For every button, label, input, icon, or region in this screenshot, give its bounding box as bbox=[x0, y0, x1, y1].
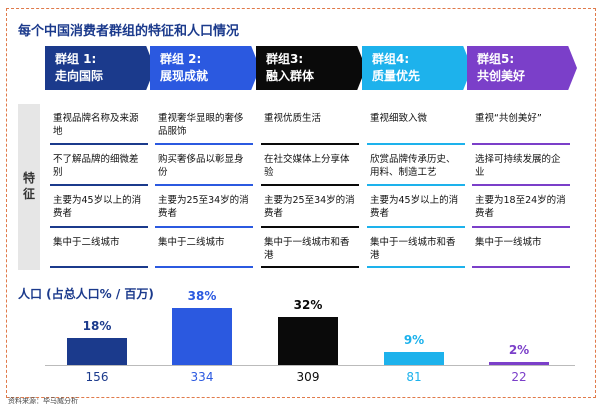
trait: 重视奢华显眼的奢侈品服饰 bbox=[158, 113, 244, 137]
chevron: 群组 1: 走向国际 bbox=[45, 46, 155, 90]
title: 每个中国消费者群组的特征和人口情况 bbox=[18, 24, 240, 39]
chevron: 群组3: 融入群体 bbox=[256, 46, 366, 90]
chart-title: 人口 (占总人口% / 百万) bbox=[18, 287, 154, 301]
side-label: 特征 bbox=[22, 171, 35, 201]
trait: 主要为45岁以上的消费者 bbox=[370, 195, 459, 219]
bar bbox=[67, 338, 127, 365]
trait-underline bbox=[261, 266, 359, 268]
population-label: 334 bbox=[190, 370, 214, 384]
source: 资料来源：毕马威分析 bbox=[8, 397, 78, 405]
trait-underline bbox=[472, 143, 570, 145]
trait: 集中于一线城市 bbox=[475, 237, 542, 248]
value-label: 18% bbox=[82, 319, 112, 333]
population-label: 156 bbox=[85, 370, 109, 384]
group-name: 群组 2: bbox=[160, 52, 202, 66]
trait-underline bbox=[367, 226, 465, 228]
trait: 集中于一线城市和香港 bbox=[264, 237, 350, 261]
bar bbox=[172, 308, 232, 365]
trait-underline bbox=[155, 143, 253, 145]
chevron: 群组5: 共创美好 bbox=[467, 46, 577, 90]
frame bbox=[6, 8, 596, 398]
trait-underline bbox=[261, 184, 359, 186]
trait: 重视“共创美好” bbox=[475, 113, 542, 124]
trait: 主要为45岁以上的消费者 bbox=[53, 195, 142, 219]
trait: 重视细致入微 bbox=[370, 113, 428, 124]
trait-underline bbox=[367, 143, 465, 145]
trait: 重视优质生活 bbox=[264, 113, 322, 124]
value-label: 2% bbox=[508, 343, 530, 357]
chevron: 群组4: 质量优先 bbox=[362, 46, 472, 90]
bar bbox=[278, 317, 338, 365]
population-label: 22 bbox=[511, 370, 527, 384]
value-label: 38% bbox=[187, 289, 217, 303]
trait: 集中于二线城市 bbox=[53, 237, 120, 248]
trait-underline bbox=[155, 226, 253, 228]
trait-underline bbox=[472, 184, 570, 186]
trait: 重视品牌名称及来源地 bbox=[53, 113, 139, 137]
trait-underline bbox=[50, 266, 148, 268]
group-theme: 共创美好 bbox=[477, 69, 526, 83]
group-theme: 融入群体 bbox=[266, 69, 315, 83]
trait-underline bbox=[261, 143, 359, 145]
baseline bbox=[45, 365, 575, 366]
trait: 购买奢侈品以彰显身份 bbox=[158, 154, 244, 178]
trait-underline bbox=[261, 226, 359, 228]
value-label: 32% bbox=[293, 298, 323, 312]
trait: 集中于一线城市和香港 bbox=[370, 237, 456, 261]
group-name: 群组4: bbox=[372, 52, 410, 66]
trait-underline bbox=[50, 143, 148, 145]
trait: 在社交媒体上分享体验 bbox=[264, 154, 350, 178]
trait-underline bbox=[472, 226, 570, 228]
trait: 集中于二线城市 bbox=[158, 237, 225, 248]
group-name: 群组5: bbox=[477, 52, 515, 66]
trait-underline bbox=[50, 184, 148, 186]
trait-underline bbox=[367, 266, 465, 268]
population-label: 81 bbox=[406, 370, 422, 384]
bar bbox=[489, 362, 549, 365]
side-panel bbox=[18, 104, 40, 270]
trait-underline bbox=[50, 226, 148, 228]
trait: 选择可持续发展的企业 bbox=[475, 154, 561, 178]
group-name: 群组 1: bbox=[55, 52, 97, 66]
value-label: 9% bbox=[403, 332, 425, 347]
trait: 主要为25至34岁的消费者 bbox=[158, 195, 249, 219]
trait-underline bbox=[367, 184, 465, 186]
trait: 不了解品牌的细微差别 bbox=[53, 154, 139, 178]
trait: 主要为25至34岁的消费者 bbox=[264, 195, 355, 219]
population-label: 309 bbox=[296, 370, 320, 384]
trait: 主要为18至24岁的消费者 bbox=[475, 195, 566, 219]
group-theme: 展现成就 bbox=[160, 69, 209, 83]
group-name: 群组3: bbox=[266, 52, 304, 66]
group-theme: 走向国际 bbox=[55, 69, 104, 83]
trait-underline bbox=[472, 266, 570, 268]
bar bbox=[384, 351, 444, 365]
trait-underline bbox=[155, 266, 253, 268]
trait: 欣赏品牌传承历史、用料、制造工艺 bbox=[370, 154, 456, 178]
group-theme: 质量优先 bbox=[372, 69, 421, 83]
trait-underline bbox=[155, 184, 253, 186]
chevron: 群组 2: 展现成就 bbox=[150, 46, 260, 90]
